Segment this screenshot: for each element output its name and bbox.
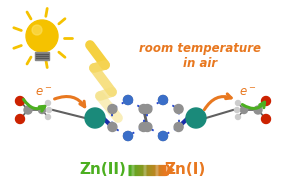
Text: $e^-$: $e^-$: [35, 85, 53, 98]
Text: Zn(II): Zn(II): [80, 163, 126, 177]
Circle shape: [261, 115, 271, 123]
Circle shape: [235, 108, 239, 112]
Circle shape: [85, 108, 105, 128]
Text: $e^-$: $e^-$: [239, 85, 257, 98]
FancyArrowPatch shape: [242, 102, 265, 108]
Circle shape: [174, 122, 183, 132]
Circle shape: [124, 95, 132, 105]
Circle shape: [139, 105, 148, 114]
Circle shape: [45, 115, 51, 119]
Circle shape: [143, 105, 152, 114]
Circle shape: [254, 106, 262, 114]
Circle shape: [241, 106, 247, 114]
Circle shape: [32, 25, 42, 35]
Bar: [35, 52, 49, 60]
Circle shape: [158, 132, 168, 140]
Circle shape: [158, 95, 168, 105]
FancyArrowPatch shape: [55, 97, 85, 107]
Text: Zn(I): Zn(I): [164, 163, 206, 177]
Circle shape: [158, 95, 168, 105]
Circle shape: [47, 108, 51, 112]
Circle shape: [235, 115, 241, 119]
Circle shape: [24, 106, 32, 114]
Circle shape: [108, 122, 117, 132]
Circle shape: [124, 95, 132, 105]
Circle shape: [235, 101, 241, 105]
Circle shape: [124, 132, 132, 140]
Circle shape: [261, 97, 271, 105]
Circle shape: [26, 20, 58, 52]
FancyArrow shape: [166, 165, 174, 175]
Circle shape: [186, 108, 206, 128]
Circle shape: [143, 122, 152, 132]
Circle shape: [139, 122, 148, 132]
Circle shape: [108, 105, 117, 114]
Text: room temperature
in air: room temperature in air: [139, 42, 261, 70]
FancyArrowPatch shape: [204, 94, 231, 110]
Circle shape: [124, 132, 132, 140]
Circle shape: [39, 106, 45, 114]
Circle shape: [174, 105, 183, 114]
FancyArrowPatch shape: [23, 99, 45, 111]
Circle shape: [45, 101, 51, 105]
Circle shape: [15, 115, 25, 123]
Circle shape: [158, 132, 168, 140]
Circle shape: [15, 97, 25, 105]
